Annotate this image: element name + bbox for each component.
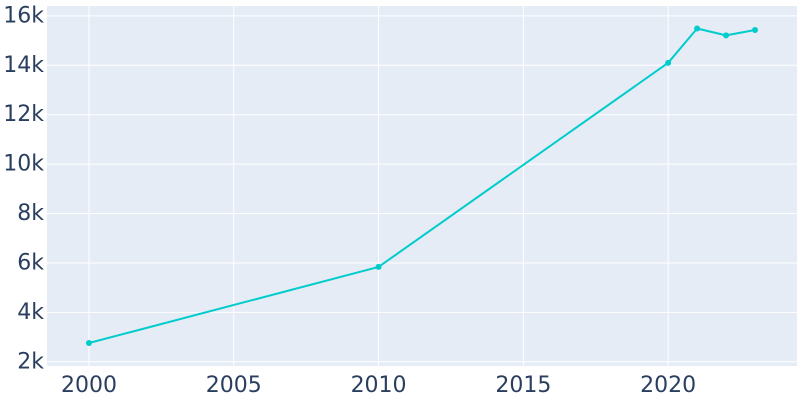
plot-area: [47, 6, 797, 366]
y-axis-tick-labels: 2k 4k 6k 8k 10k 12k 14k 16k: [3, 3, 44, 374]
y-tick-label: 4k: [17, 300, 44, 325]
series-line: [88, 27, 756, 344]
x-axis-tick-labels: 2000 2005 2010 2015 2020: [61, 373, 696, 398]
y-tick-label: 8k: [17, 201, 44, 226]
x-tick-label: 2000: [61, 373, 117, 398]
y-tick-label: 10k: [3, 152, 44, 177]
x-tick-label: 2020: [640, 373, 696, 398]
data-point[interactable]: [85, 340, 92, 347]
x-tick-label: 2015: [495, 373, 551, 398]
x-tick-label: 2005: [206, 373, 262, 398]
gridlines: [47, 6, 797, 366]
y-tick-label: 2k: [17, 349, 44, 374]
series-layer: [85, 25, 759, 347]
x-tick-label: 2010: [351, 373, 407, 398]
y-tick-label: 12k: [3, 102, 44, 127]
data-point[interactable]: [752, 26, 759, 33]
data-point[interactable]: [375, 263, 382, 270]
y-tick-label: 14k: [3, 53, 44, 78]
data-point[interactable]: [723, 32, 730, 39]
data-point[interactable]: [665, 59, 672, 66]
y-tick-label: 6k: [17, 250, 44, 275]
y-tick-label: 16k: [3, 3, 44, 28]
data-point[interactable]: [694, 25, 701, 32]
